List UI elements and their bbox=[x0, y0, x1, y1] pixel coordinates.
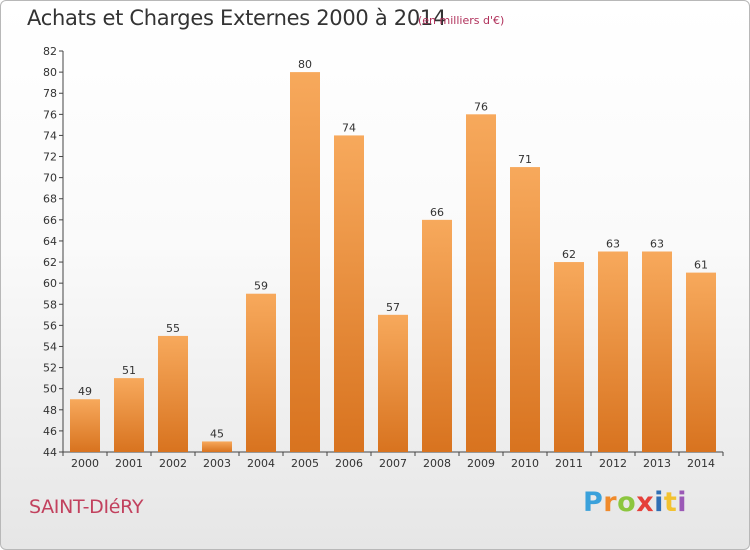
bar-2004 bbox=[246, 293, 276, 452]
x-tick-label-2004: 2004 bbox=[247, 457, 275, 470]
y-tick-label: 48 bbox=[43, 404, 57, 417]
chart-subtitle: (en milliers d'€) bbox=[418, 14, 505, 27]
y-tick-label: 62 bbox=[43, 256, 57, 269]
x-tick-label-2002: 2002 bbox=[159, 457, 187, 470]
bar-2003 bbox=[202, 441, 232, 452]
value-label-2005: 80 bbox=[298, 58, 312, 71]
y-tick-label: 64 bbox=[43, 235, 57, 248]
value-label-2003: 45 bbox=[210, 427, 224, 440]
x-tick-label-2009: 2009 bbox=[467, 457, 495, 470]
y-tick-label: 46 bbox=[43, 425, 57, 438]
y-tick-label: 76 bbox=[43, 108, 57, 121]
y-tick-label: 74 bbox=[43, 129, 57, 142]
y-tick-label: 80 bbox=[43, 66, 57, 79]
logo-letter: x bbox=[636, 487, 655, 518]
value-label-2010: 71 bbox=[518, 153, 532, 166]
x-tick-label-2000: 2000 bbox=[71, 457, 99, 470]
x-tick-label-2007: 2007 bbox=[379, 457, 407, 470]
y-tick-label: 54 bbox=[43, 340, 57, 353]
x-tick-label-2011: 2011 bbox=[555, 457, 583, 470]
y-tick-label: 58 bbox=[43, 298, 57, 311]
value-label-2008: 66 bbox=[430, 206, 444, 219]
proxiti-logo: Proxiti bbox=[583, 487, 687, 518]
bar-2011 bbox=[554, 262, 584, 452]
logo-letter: o bbox=[617, 487, 637, 518]
bar-2001 bbox=[114, 378, 144, 452]
x-tick-label-2008: 2008 bbox=[423, 457, 451, 470]
chart-bars: 49 51 55 45 59 80 74 57 66 76 71 62 63 63 61 bbox=[70, 58, 716, 453]
bar-2010 bbox=[510, 167, 540, 452]
y-tick-label: 78 bbox=[43, 87, 57, 100]
y-tick-label: 52 bbox=[43, 362, 57, 375]
commune-name: SAINT-DIéRY bbox=[29, 496, 144, 518]
y-tick-label: 66 bbox=[43, 214, 57, 227]
value-label-2001: 51 bbox=[122, 364, 136, 377]
value-label-2011: 62 bbox=[562, 248, 576, 261]
x-tick-label-2003: 2003 bbox=[203, 457, 231, 470]
logo-letter: i bbox=[677, 487, 688, 518]
chart-axes: 44 46 48 50 52 54 56 58 60 62 64 66 68 70 72 74 76 78 80 82… bbox=[43, 45, 724, 470]
value-label-2012: 63 bbox=[606, 238, 620, 251]
bar-2000 bbox=[70, 399, 100, 452]
chart-title: Achats et Charges Externes 2000 à 2014 bbox=[27, 6, 447, 30]
value-label-2013: 63 bbox=[650, 238, 664, 251]
value-label-2002: 55 bbox=[166, 322, 180, 335]
bar-2005 bbox=[290, 72, 320, 453]
value-label-2009: 76 bbox=[474, 100, 488, 113]
bar-2007 bbox=[378, 314, 408, 452]
bar-2014 bbox=[686, 272, 716, 452]
y-tick-label: 68 bbox=[43, 193, 57, 206]
logo-letter: r bbox=[603, 487, 618, 518]
x-tick-label-2010: 2010 bbox=[511, 457, 539, 470]
logo-letter: P bbox=[583, 487, 604, 518]
y-tick-label: 44 bbox=[43, 446, 57, 459]
y-tick-label: 70 bbox=[43, 172, 57, 185]
bar-2008 bbox=[422, 219, 452, 452]
x-tick-label-2001: 2001 bbox=[115, 457, 143, 470]
bar-2013 bbox=[642, 251, 672, 452]
value-label-2006: 74 bbox=[342, 121, 356, 134]
logo-letter: t bbox=[663, 487, 678, 518]
value-label-2007: 57 bbox=[386, 301, 400, 314]
value-label-2000: 49 bbox=[78, 385, 92, 398]
value-label-2004: 59 bbox=[254, 280, 268, 293]
logo-letter: i bbox=[654, 487, 664, 518]
x-tick-label-2005: 2005 bbox=[291, 457, 319, 470]
y-tick-label: 82 bbox=[43, 45, 57, 58]
bar-2009 bbox=[466, 114, 496, 452]
bar-2012 bbox=[598, 251, 628, 452]
x-tick-label-2013: 2013 bbox=[643, 457, 671, 470]
y-tick-label: 56 bbox=[43, 319, 57, 332]
y-tick-label: 50 bbox=[43, 383, 57, 396]
y-tick-label: 60 bbox=[43, 277, 57, 290]
bar-2002 bbox=[158, 335, 188, 452]
y-tick-label: 72 bbox=[43, 151, 57, 164]
x-tick-label-2006: 2006 bbox=[335, 457, 363, 470]
value-label-2014: 61 bbox=[694, 259, 708, 272]
x-tick-label-2012: 2012 bbox=[599, 457, 627, 470]
x-tick-label-2014: 2014 bbox=[687, 457, 715, 470]
bar-2006 bbox=[334, 135, 364, 452]
